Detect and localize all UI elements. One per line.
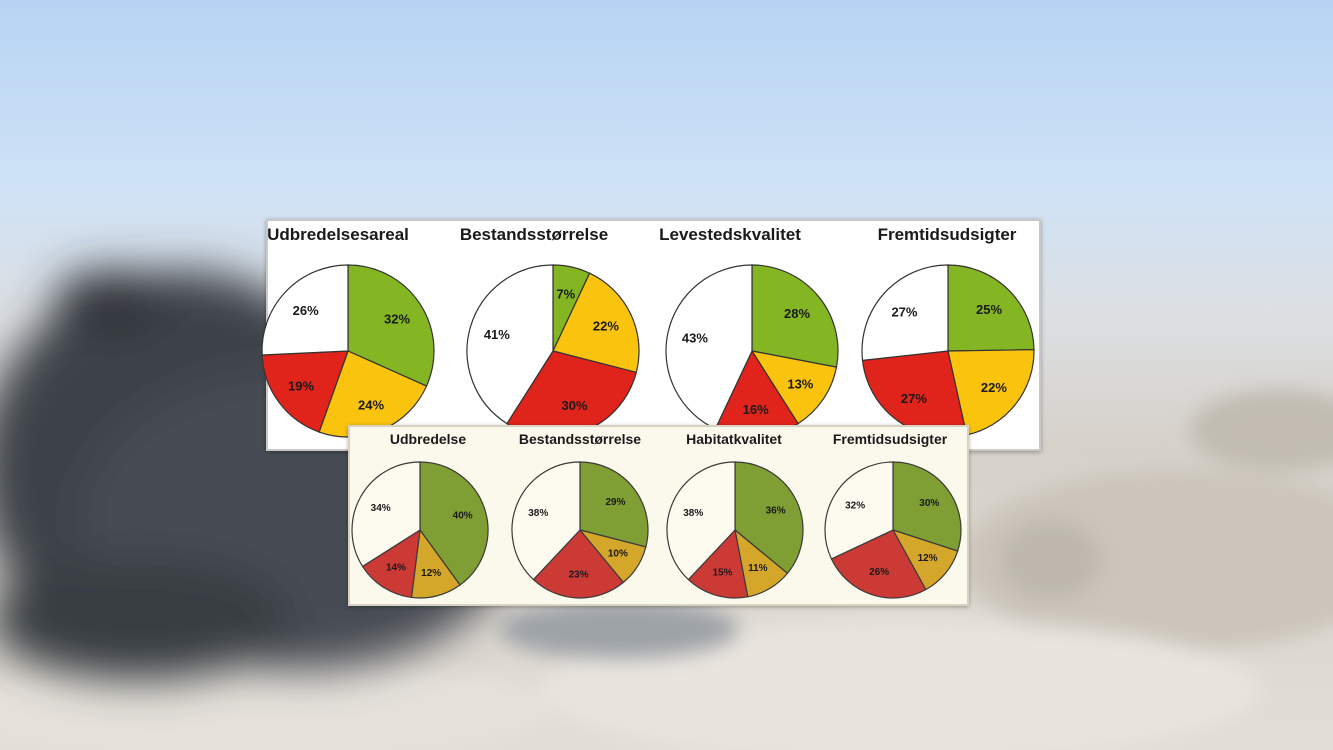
pie-chart: 32% 24% 19% 26% xyxy=(261,264,435,438)
pie-slice xyxy=(665,264,753,430)
slice-label: 16% xyxy=(743,402,769,417)
pie-chart: 25% 22% 27% 27% xyxy=(861,264,1035,438)
bottom-chart-panel: Udbredelse Bestandsstørrelse Habitatkval… xyxy=(348,425,969,606)
pie-slice xyxy=(750,350,838,425)
pie-chart: 28% 13% 16% 43% xyxy=(665,264,839,438)
pie-title: Bestandsstørrelse xyxy=(518,431,642,447)
slice-label: 43% xyxy=(682,331,708,346)
slice-label: 30% xyxy=(919,498,939,509)
slice-label: 25% xyxy=(976,302,1002,317)
pie-slice xyxy=(261,350,349,433)
slice-label: 11% xyxy=(748,563,768,574)
slice-label: 14% xyxy=(386,562,406,573)
slice-label: 10% xyxy=(608,549,628,560)
pie-slice xyxy=(947,264,1035,352)
slice-label: 12% xyxy=(918,553,938,564)
slice-label: 32% xyxy=(845,500,865,511)
pie-chart: 36% 11% 15% 38% xyxy=(666,461,804,599)
pie-chart: 29% 10% 23% 38% xyxy=(511,461,649,599)
pie-slice xyxy=(947,349,1035,436)
pie-title: Udbredelsesareal xyxy=(267,225,409,244)
pie-slice xyxy=(666,461,736,581)
slice-label: 13% xyxy=(787,376,813,391)
slice-label: 15% xyxy=(712,568,732,579)
slice-label: 29% xyxy=(605,497,625,508)
slice-label: 19% xyxy=(288,378,314,393)
pie-slice xyxy=(261,264,349,356)
pie-title: Bestandsstørrelse xyxy=(459,225,609,244)
slice-label: 32% xyxy=(384,312,410,327)
pie-title: Fremtidsudsigter xyxy=(832,431,948,447)
pie-slice xyxy=(830,529,927,599)
pie-slice xyxy=(824,461,894,560)
slice-label: 26% xyxy=(869,567,889,578)
slice-label: 27% xyxy=(901,391,927,406)
slice-label: 41% xyxy=(484,327,510,342)
sand-texture xyxy=(0,390,1333,750)
pie-slice xyxy=(419,461,489,586)
pie-slice xyxy=(466,264,554,425)
pie-slice xyxy=(861,264,949,362)
slice-label: 12% xyxy=(421,568,441,579)
pie-slice xyxy=(579,461,649,548)
pie-title: Fremtidsudsigter xyxy=(877,225,1017,244)
pie-slice xyxy=(511,461,581,581)
slice-label: 23% xyxy=(569,569,589,580)
slice-label: 24% xyxy=(358,397,384,412)
pie-slice xyxy=(347,264,435,387)
slice-label: 27% xyxy=(891,304,917,319)
pie-slice xyxy=(751,264,839,368)
slice-label: 38% xyxy=(528,508,548,519)
pie-chart: 30% 12% 26% 32% xyxy=(824,461,962,599)
pie-title: Levestedskvalitet xyxy=(659,225,801,244)
slice-label: 38% xyxy=(683,508,703,519)
slice-label: 22% xyxy=(981,380,1007,395)
pie-slice xyxy=(532,529,625,599)
top-chart-panel: Udbredelsesareal Bestandsstørrelse Leves… xyxy=(261,219,1041,451)
slice-label: 40% xyxy=(453,511,473,522)
slice-label: 22% xyxy=(593,319,619,334)
pie-title: Udbredelse xyxy=(389,431,467,447)
pie-title: Habitatkvalitet xyxy=(686,431,782,447)
slice-label: 34% xyxy=(371,503,391,514)
pie-slice xyxy=(687,528,749,599)
pie-slice xyxy=(351,461,421,568)
slice-label: 7% xyxy=(556,286,575,301)
slice-label: 30% xyxy=(562,398,588,413)
pie-slice xyxy=(734,461,804,575)
pie-chart: 7% 22% 30% 41% xyxy=(466,264,640,438)
pie-slice xyxy=(361,528,421,599)
slice-label: 26% xyxy=(293,303,319,318)
pie-slice xyxy=(552,272,640,374)
pie-chart: 40% 12% 14% 34% xyxy=(351,461,489,599)
slice-label: 28% xyxy=(784,306,810,321)
pie-slice xyxy=(892,461,962,552)
slice-label: 36% xyxy=(766,505,786,516)
